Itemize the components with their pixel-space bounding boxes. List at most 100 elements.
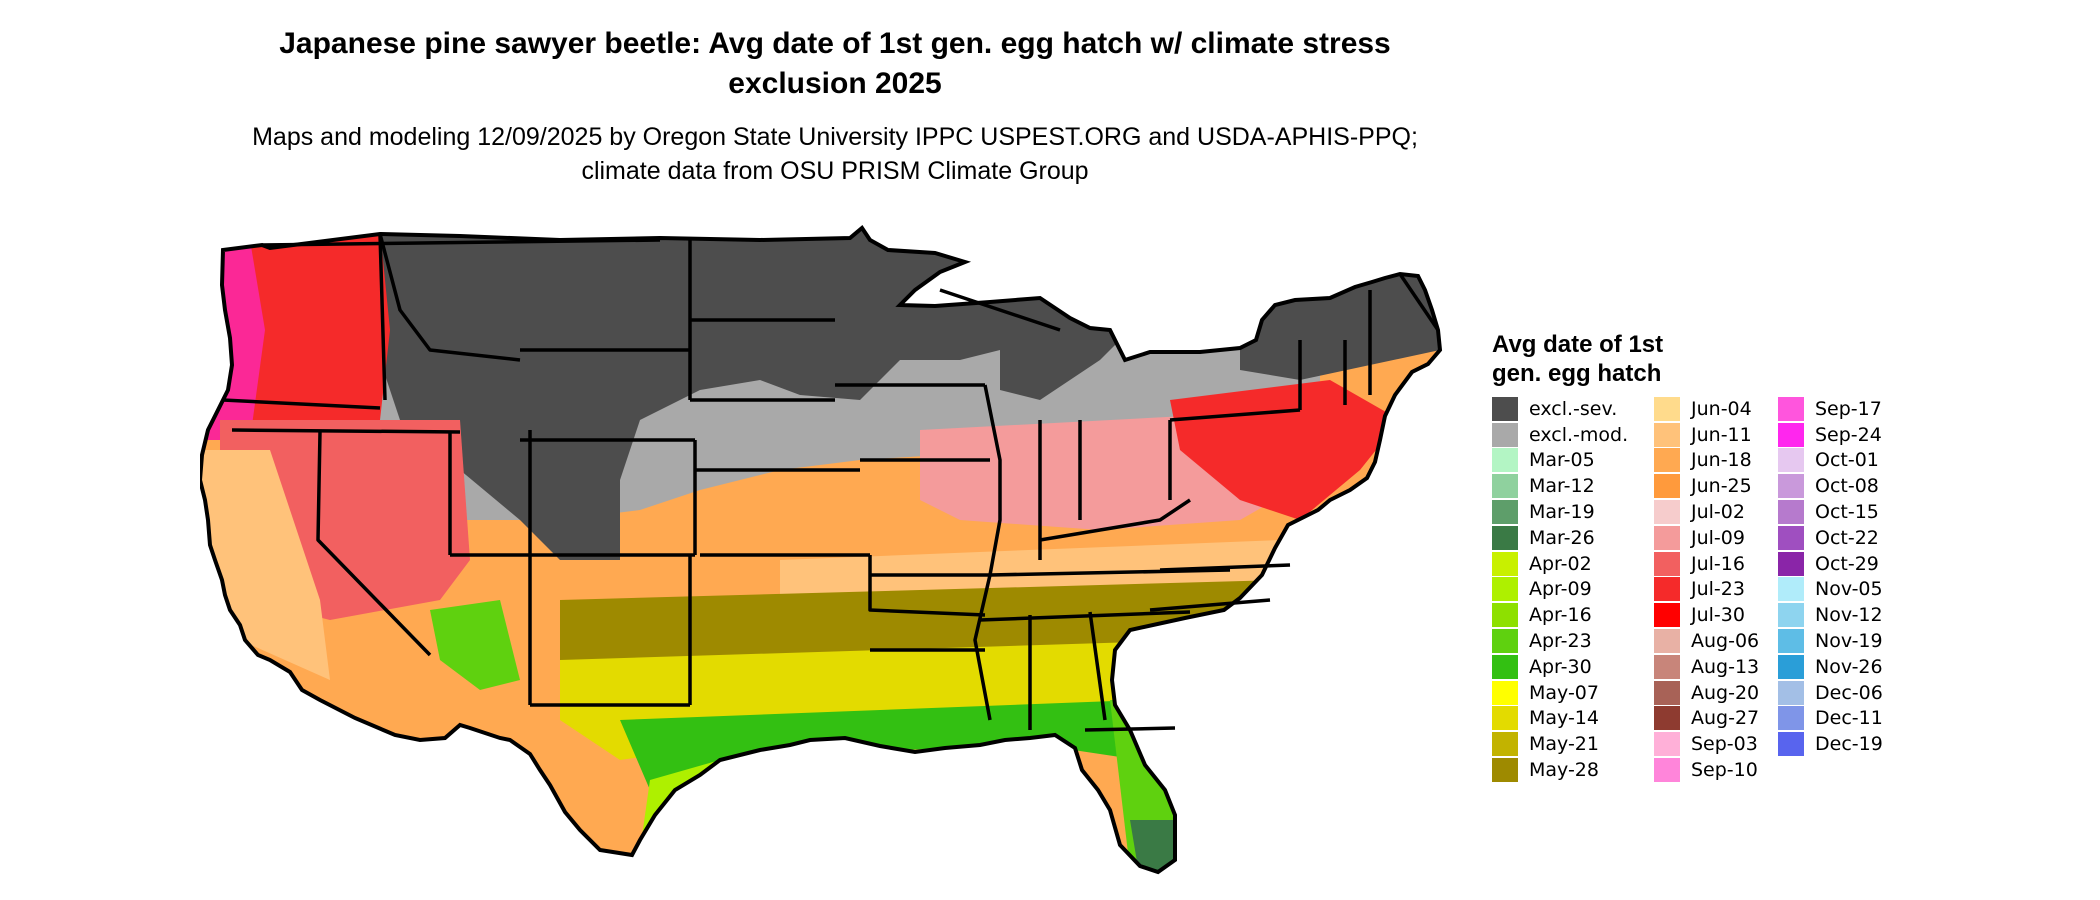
legend-swatch <box>1492 448 1518 473</box>
legend-item: Oct-29 <box>1778 551 1940 577</box>
legend-label: May-28 <box>1529 759 1599 782</box>
legend-column: excl.-sev. excl.-mod. Mar-05 Mar-12 Mar-19 Ma… <box>1492 396 1654 783</box>
legend-swatch <box>1654 422 1680 447</box>
legend-item: Jul-30 <box>1654 602 1778 628</box>
ky-tn-border <box>989 568 1231 577</box>
legend-item: Aug-20 <box>1654 680 1778 706</box>
nc-sc-border <box>1149 598 1271 612</box>
legend-column: Sep-17 Sep-24 Oct-01 Oct-08 Oct-15 Oct-22 Oct-… <box>1778 396 1940 783</box>
al-ga-border <box>1088 611 1107 721</box>
map-region-southern-arizona <box>430 600 520 690</box>
legend-label: Aug-20 <box>1691 681 1760 704</box>
legend-label: excl.-sev. <box>1529 397 1618 420</box>
legend-swatch <box>1778 448 1804 473</box>
legend-item: Nov-12 <box>1778 602 1940 628</box>
wi-mi-border <box>939 288 1061 332</box>
legend-item: Jun-25 <box>1654 473 1778 499</box>
legend-item: excl.-sev. <box>1492 396 1654 422</box>
legend-label: Sep-10 <box>1691 759 1758 782</box>
legend-label: Jul-09 <box>1691 526 1745 549</box>
legend-label: Apr-02 <box>1529 552 1592 575</box>
legend-label: Apr-30 <box>1529 655 1592 678</box>
mississippi-river <box>973 384 1002 721</box>
legend-label: Oct-08 <box>1815 475 1879 498</box>
id-mt-border <box>378 233 521 362</box>
legend-item: Sep-24 <box>1778 422 1940 448</box>
legend-swatch <box>1492 422 1518 447</box>
legend-label: Oct-15 <box>1815 501 1879 524</box>
legend-swatch <box>1654 732 1680 757</box>
legend-item: Jul-09 <box>1654 525 1778 551</box>
or-ca-nv-border <box>231 428 461 434</box>
legend-swatch <box>1654 680 1680 705</box>
legend-label: excl.-mod. <box>1529 423 1629 446</box>
ohio-river <box>1039 498 1191 542</box>
legend-label: Jun-04 <box>1691 397 1752 420</box>
legend-label: Jul-23 <box>1691 578 1745 601</box>
legend-label: Jul-30 <box>1691 604 1745 627</box>
us-map <box>200 220 1460 900</box>
legend-swatch <box>1778 525 1804 550</box>
legend-item: May-28 <box>1492 757 1654 783</box>
legend-item: Mar-26 <box>1492 525 1654 551</box>
ca-nv-diagonal <box>316 431 432 657</box>
legend-swatch <box>1778 732 1804 757</box>
legend-label: Nov-12 <box>1815 604 1883 627</box>
legend-label: Apr-16 <box>1529 604 1592 627</box>
legend-item: Apr-30 <box>1492 654 1654 680</box>
legend-item: Jun-18 <box>1654 448 1778 474</box>
legend-swatch <box>1654 706 1680 731</box>
legend-label: Mar-05 <box>1529 449 1595 472</box>
legend-swatch <box>1492 551 1518 576</box>
legend-item: Dec-06 <box>1778 680 1940 706</box>
legend-swatch <box>1778 603 1804 628</box>
legend-item: Mar-05 <box>1492 448 1654 474</box>
legend-item: Sep-03 <box>1654 731 1778 757</box>
legend-item: Apr-09 <box>1492 577 1654 603</box>
legend-item: May-21 <box>1492 731 1654 757</box>
legend-item: Nov-05 <box>1778 577 1940 603</box>
legend-item: Oct-08 <box>1778 473 1940 499</box>
legend-label: Dec-19 <box>1815 733 1883 756</box>
legend-swatch <box>1654 654 1680 679</box>
legend-label: Sep-24 <box>1815 423 1882 446</box>
tn-ms-al-ga <box>979 610 1191 622</box>
legend-label: Jun-18 <box>1691 449 1752 472</box>
legend-swatch <box>1654 525 1680 550</box>
legend-item: Jun-11 <box>1654 422 1778 448</box>
legend-label: Jul-16 <box>1691 552 1745 575</box>
map-legend: Avg date of 1st gen. egg hatch excl.-sev… <box>1492 330 1940 783</box>
map-subtitle: Maps and modeling 12/09/2025 by Oregon S… <box>252 123 1418 185</box>
legend-swatch <box>1654 500 1680 525</box>
legend-item: Sep-17 <box>1778 396 1940 422</box>
legend-item: Aug-06 <box>1654 628 1778 654</box>
pa-ny-border <box>1169 408 1301 422</box>
legend-swatch <box>1492 577 1518 602</box>
legend-swatch <box>1654 396 1680 421</box>
legend-label: Dec-06 <box>1815 681 1883 704</box>
legend-swatch <box>1654 758 1680 783</box>
legend-item: Jul-16 <box>1654 551 1778 577</box>
state-borders <box>222 233 1440 732</box>
legend-swatch <box>1778 706 1804 731</box>
legend-swatch <box>1654 551 1680 576</box>
legend-item: Nov-26 <box>1778 654 1940 680</box>
legend-swatch <box>1778 680 1804 705</box>
legend-label: Aug-13 <box>1691 655 1760 678</box>
legend-swatch <box>1778 577 1804 602</box>
legend-swatch <box>1778 551 1804 576</box>
legend-swatch <box>1654 577 1680 602</box>
legend-label: Jun-11 <box>1691 423 1752 446</box>
legend-label: May-07 <box>1529 681 1599 704</box>
legend-swatch <box>1654 448 1680 473</box>
legend-swatch <box>1778 422 1804 447</box>
legend-label: Apr-23 <box>1529 630 1592 653</box>
legend-swatch <box>1492 629 1518 654</box>
legend-swatch <box>1654 629 1680 654</box>
legend-item: Aug-27 <box>1654 706 1778 732</box>
legend-swatch <box>1492 732 1518 757</box>
legend-columns: excl.-sev. excl.-mod. Mar-05 Mar-12 Mar-19 Ma… <box>1492 396 1940 783</box>
wa-or-border <box>222 398 381 410</box>
legend-item: Mar-19 <box>1492 499 1654 525</box>
legend-title: Avg date of 1st gen. egg hatch <box>1492 330 1940 388</box>
